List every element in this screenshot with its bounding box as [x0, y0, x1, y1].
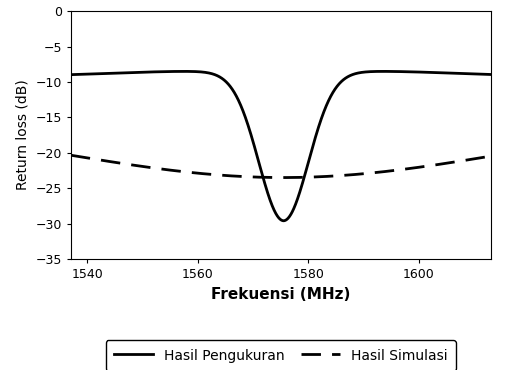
Hasil Simulasi — [228, 174, 234, 178]
Hasil Pengukuran — [487, 72, 493, 77]
Line: Hasil Simulasi: Hasil Simulasi — [71, 155, 490, 178]
Hasil Pengukuran — [181, 69, 187, 74]
Hasil Simulasi — [68, 153, 74, 158]
Hasil Simulasi — [140, 164, 146, 169]
Hasil Pengukuran — [479, 72, 485, 77]
Hasil Simulasi — [487, 154, 493, 158]
Hasil Simulasi — [434, 162, 440, 167]
Legend: Hasil Pengukuran, Hasil Simulasi: Hasil Pengukuran, Hasil Simulasi — [106, 340, 455, 370]
Y-axis label: Return loss (dB): Return loss (dB) — [16, 80, 30, 191]
Hasil Simulasi — [116, 161, 122, 165]
Hasil Pengukuran — [247, 130, 253, 134]
Hasil Pengukuran — [280, 219, 286, 223]
Hasil Pengukuran — [140, 70, 146, 74]
Hasil Simulasi — [246, 175, 252, 179]
Hasil Simulasi — [479, 155, 485, 160]
X-axis label: Frekuensi (MHz): Frekuensi (MHz) — [211, 287, 350, 302]
Line: Hasil Pengukuran: Hasil Pengukuran — [71, 71, 490, 221]
Hasil Pengukuran — [68, 73, 74, 77]
Hasil Pengukuran — [434, 70, 440, 75]
Hasil Simulasi — [280, 175, 286, 180]
Hasil Pengukuran — [116, 71, 122, 75]
Hasil Pengukuran — [229, 87, 235, 91]
